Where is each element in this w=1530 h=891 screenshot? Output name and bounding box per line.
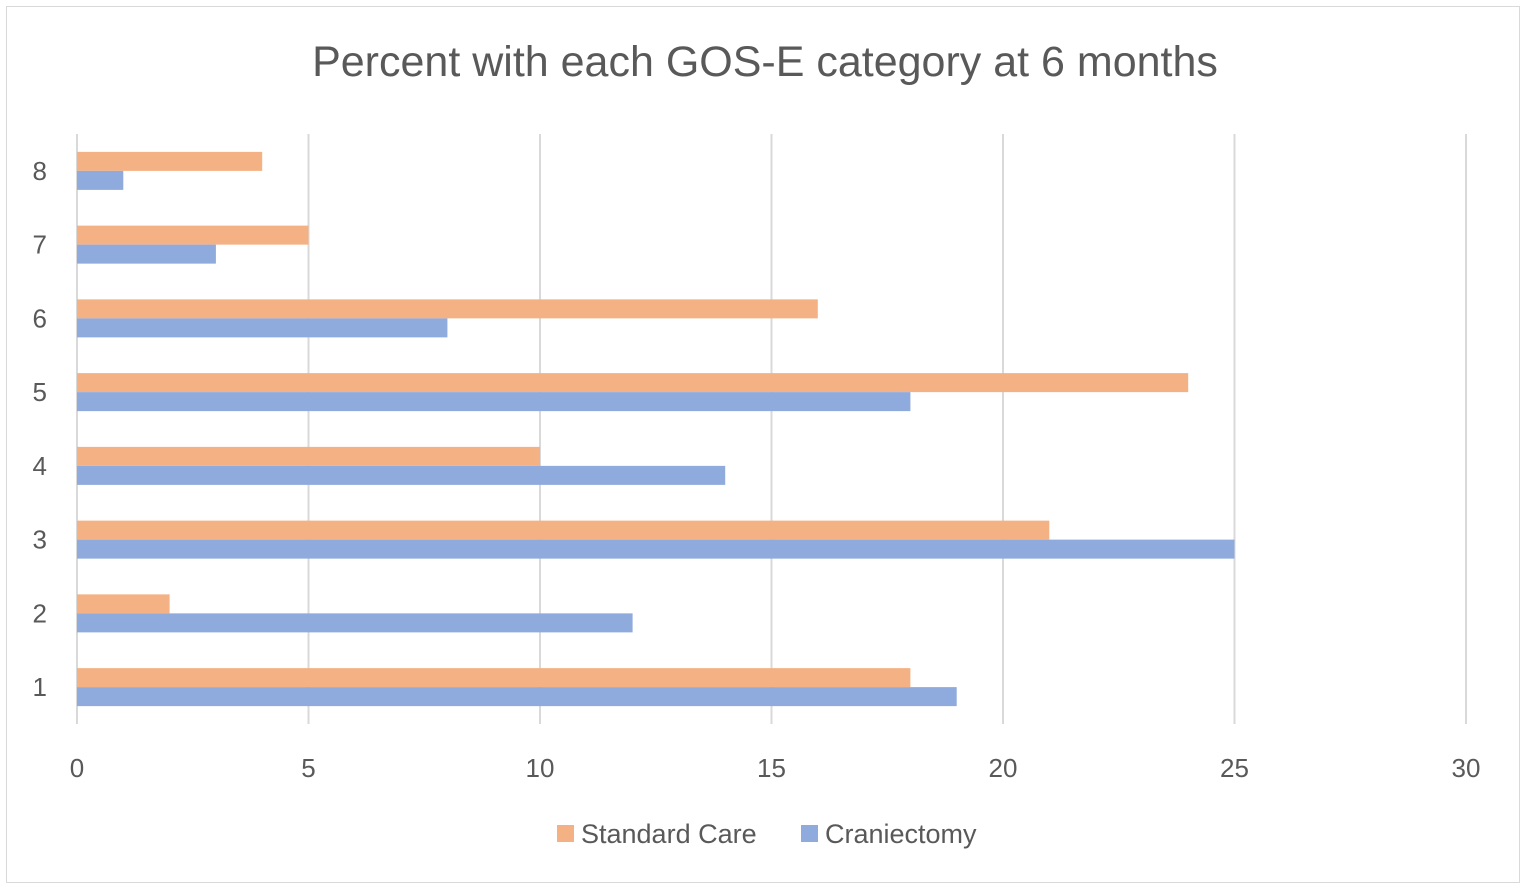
bar-standard-care-7: [77, 225, 309, 245]
bar-craniectomy-2: [77, 613, 633, 633]
legend-label-craniectomy: Craniectomy: [825, 819, 977, 849]
chart-title: Percent with each GOS-E category at 6 mo…: [312, 38, 1218, 86]
legend-label-standard-care: Standard Care: [581, 819, 757, 849]
bar-standard-care-8: [77, 151, 263, 171]
x-tick-label: 5: [301, 753, 315, 783]
x-axis-tick-labels: 0 5 10 15 20 25 30: [70, 753, 1481, 783]
x-tick-label: 30: [1452, 753, 1481, 783]
gridlines: [76, 134, 1467, 724]
bar-craniectomy-8: [77, 170, 124, 190]
bar-standard-care-2: [77, 594, 170, 614]
bar-standard-care-3: [77, 520, 1050, 540]
bars: [77, 151, 1235, 707]
bar-craniectomy-5: [77, 392, 911, 412]
x-tick-label: 0: [70, 753, 84, 783]
bar-standard-care-5: [77, 373, 1189, 393]
bar-craniectomy-7: [77, 244, 216, 264]
y-tick-label: 6: [33, 303, 47, 333]
y-tick-label: 2: [33, 598, 47, 628]
bar-standard-care-1: [77, 668, 911, 688]
legend-swatch-craniectomy: [801, 825, 818, 842]
y-tick-label: 3: [33, 525, 47, 555]
bar-standard-care-4: [77, 446, 540, 466]
legend: Standard Care Craniectomy: [557, 819, 977, 849]
y-tick-label: 5: [33, 377, 47, 407]
y-axis-tick-labels: 1 2 3 4 5 6 7 8: [33, 156, 47, 702]
bar-craniectomy-4: [77, 465, 726, 485]
x-tick-label: 25: [1220, 753, 1249, 783]
bar-craniectomy-3: [77, 539, 1235, 559]
x-tick-label: 15: [757, 753, 786, 783]
bar-craniectomy-1: [77, 687, 957, 707]
y-tick-label: 8: [33, 156, 47, 186]
bar-craniectomy-6: [77, 318, 448, 338]
bar-standard-care-6: [77, 299, 818, 319]
y-tick-label: 4: [33, 451, 47, 481]
y-tick-label: 7: [33, 230, 47, 260]
x-tick-label: 20: [989, 753, 1018, 783]
y-tick-label: 1: [33, 672, 47, 702]
x-tick-label: 10: [526, 753, 555, 783]
legend-swatch-standard-care: [557, 825, 574, 842]
